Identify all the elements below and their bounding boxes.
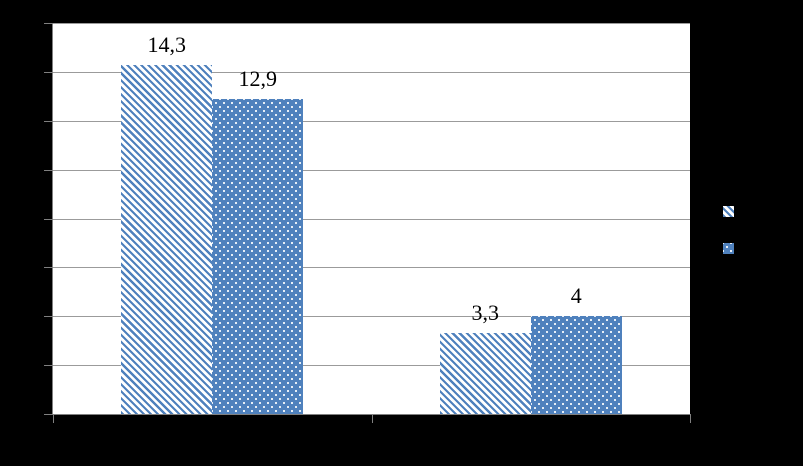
bar-value-label: 4 — [570, 283, 582, 309]
bar-value-label: 14,3 — [147, 31, 187, 57]
gridline — [53, 23, 690, 24]
plot-area: 14,3 12,9 3,3 4 — [44, 23, 691, 423]
y-axis-tick — [44, 267, 52, 269]
x-axis-line — [52, 414, 691, 415]
y-axis-tick — [44, 365, 52, 367]
gridline — [53, 218, 690, 220]
y-axis-tick — [44, 71, 52, 73]
y-axis-tick — [44, 316, 52, 318]
y-axis-tick — [44, 218, 52, 220]
x-axis-tick — [53, 415, 54, 423]
gridline — [53, 316, 690, 318]
y-axis-tick — [44, 169, 52, 171]
bar-series-1-cat-1 — [121, 64, 213, 414]
legend-swatch-series-1 — [723, 206, 734, 217]
x-axis-tick — [690, 415, 691, 423]
bar-series-1-cat-2 — [439, 333, 531, 414]
bar-value-label: 3,3 — [471, 300, 500, 326]
gridline — [53, 267, 690, 269]
bar-value-label: 12,9 — [238, 65, 278, 91]
bar-series-2-cat-1 — [212, 98, 304, 414]
y-axis-tick — [44, 23, 52, 24]
gridline — [53, 169, 690, 171]
y-axis-tick — [44, 414, 52, 415]
gridline — [53, 71, 690, 73]
gridline — [53, 365, 690, 367]
bar-series-2-cat-2 — [530, 316, 622, 414]
y-axis-tick — [44, 120, 52, 122]
x-axis-tick — [371, 415, 373, 423]
gridline — [53, 120, 690, 122]
y-axis-line — [52, 23, 53, 415]
legend-swatch-series-2 — [723, 243, 734, 254]
